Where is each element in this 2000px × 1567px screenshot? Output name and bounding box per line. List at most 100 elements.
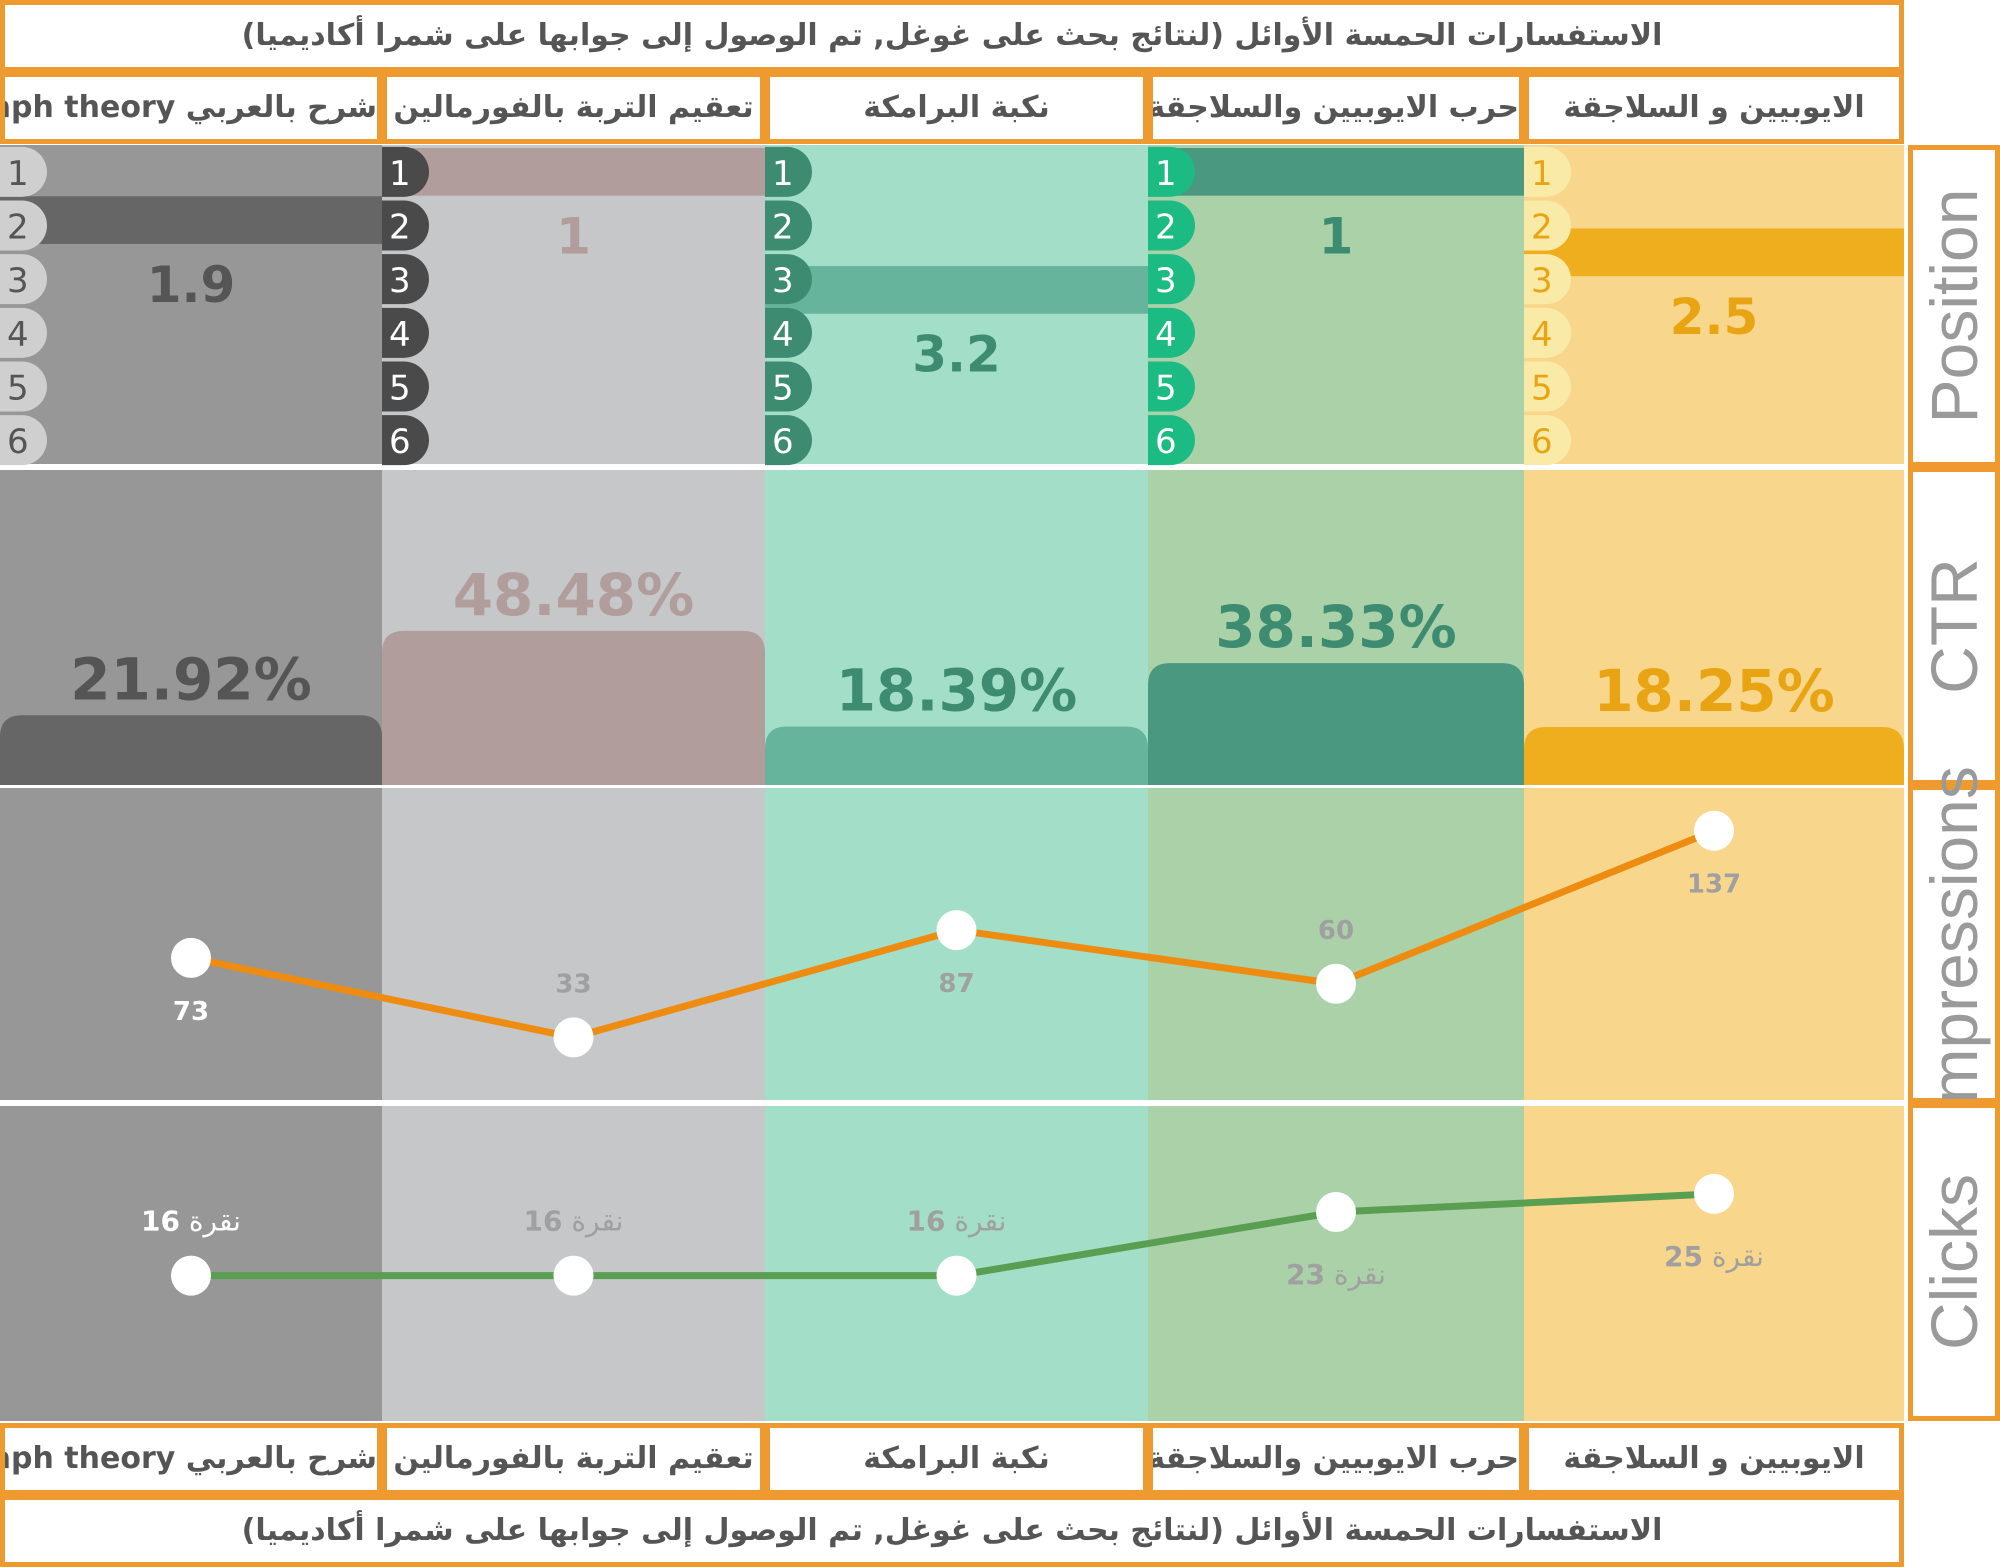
rank-tick-label: 3	[1531, 261, 1553, 301]
side-label-ctr: CTR	[1917, 558, 1991, 694]
side-label-impressions: Impressions	[1917, 766, 1991, 1122]
side-label-clicks-box: Clicks	[1908, 1103, 2000, 1421]
rank-tick-label: 4	[1155, 315, 1177, 355]
clicks-value-label: نقرة 16	[524, 1205, 624, 1238]
category-label: حرب الايوبيين والسلاجقة	[1148, 72, 1524, 144]
rank-pill	[765, 200, 812, 251]
category-label: الايوبيين و السلاجقة	[1524, 1423, 1904, 1495]
ctr-bar	[1148, 663, 1524, 785]
rank-tick-label: 3	[389, 261, 411, 301]
rank-tick-label: 6	[389, 422, 411, 462]
side-label-position: Position	[1917, 188, 1991, 424]
rank-pill	[1524, 361, 1571, 412]
clicks-value-label: نقرة 16	[141, 1205, 241, 1238]
rank-pill	[382, 307, 429, 358]
ctr-value-label: 18.25%	[1593, 657, 1835, 725]
category-label: نكبة البرامكة	[765, 1423, 1148, 1495]
rank-tick-label: 2	[1155, 208, 1177, 248]
rank-pill	[382, 146, 429, 197]
rank-pill	[0, 361, 47, 412]
category-label: شرح بالعربي graph theory	[0, 1423, 382, 1495]
rank-tick-label: 1	[1531, 154, 1553, 194]
rank-tick-label: 1	[389, 154, 411, 194]
clicks-point	[553, 1255, 594, 1296]
position-value-label: 2.5	[1670, 288, 1759, 346]
rank-tick-label: 2	[7, 208, 29, 248]
rank-pill	[382, 415, 429, 466]
clicks-value: 16	[907, 1205, 946, 1238]
impressions-value-label: 60	[1318, 916, 1354, 946]
category-label: شرح بالعربي graph theory	[0, 72, 382, 144]
rank-tick-label: 1	[1155, 154, 1177, 194]
category-label: نكبة البرامكة	[765, 72, 1148, 144]
rank-pill	[0, 307, 47, 358]
category-label: الايوبيين و السلاجقة	[1524, 72, 1904, 144]
chart-title-top: الاستفسارات الحمسة الأوائل (لنتائج بحث ع…	[0, 0, 1904, 72]
clicks-value: 25	[1664, 1240, 1703, 1273]
clicks-value: 16	[524, 1205, 563, 1238]
rank-tick-label: 5	[1531, 369, 1553, 409]
rank-pill	[1524, 200, 1571, 251]
rank-tick-label: 6	[7, 422, 29, 462]
clicks-unit-label: نقرة	[1703, 1240, 1764, 1273]
rank-tick-label: 3	[7, 261, 29, 301]
ctr-value-label: 48.48%	[453, 561, 695, 629]
position-bar	[0, 196, 382, 244]
rank-tick-label: 3	[772, 261, 794, 301]
clicks-unit-label: نقرة	[562, 1205, 623, 1238]
row-divider	[0, 1100, 1904, 1106]
side-label-clicks: Clicks	[1917, 1174, 1991, 1350]
rank-tick-label: 1	[7, 154, 29, 194]
clicks-value-label: نقرة 16	[907, 1205, 1007, 1238]
clicks-unit-label: نقرة	[180, 1205, 241, 1238]
clicks-value-label: نقرة 25	[1664, 1240, 1764, 1273]
position-value-label: 1	[1319, 208, 1354, 266]
category-label: حرب الايوبيين والسلاجقة	[1148, 1423, 1524, 1495]
clicks-unit-label: نقرة	[945, 1205, 1006, 1238]
rank-tick-label: 5	[7, 369, 29, 409]
rank-pill	[1148, 146, 1195, 197]
rank-pill	[1524, 307, 1571, 358]
rank-pill	[765, 415, 812, 466]
impressions-point	[1694, 810, 1734, 851]
position-value-label: 3.2	[912, 326, 1001, 384]
rank-pill	[1524, 254, 1571, 305]
clicks-point	[171, 1255, 211, 1296]
rank-pill	[0, 415, 47, 466]
rank-pill	[382, 361, 429, 412]
rank-tick-label: 5	[389, 369, 411, 409]
clicks-unit-label: نقرة	[1325, 1258, 1386, 1291]
rank-pill	[0, 254, 47, 305]
rank-tick-label: 2	[1531, 208, 1553, 248]
rank-tick-label: 4	[389, 315, 411, 355]
ctr-value-label: 38.33%	[1215, 593, 1457, 661]
impressions-point	[553, 1017, 594, 1058]
ctr-value-label: 18.39%	[836, 657, 1078, 725]
position-value-label: 1.9	[147, 256, 236, 314]
rank-pill	[0, 200, 47, 251]
side-label-position-box: Position	[1908, 145, 2000, 467]
position-bar	[765, 266, 1148, 314]
rank-pill	[1524, 146, 1571, 197]
rank-pill	[1148, 254, 1195, 305]
impressions-point	[1316, 963, 1356, 1004]
rank-pill	[382, 200, 429, 251]
impressions-value-label: 87	[938, 969, 974, 999]
side-label-ctr-box: CTR	[1908, 467, 2000, 785]
rank-tick-label: 1	[772, 154, 794, 194]
impressions-value-label: 73	[173, 997, 209, 1027]
ctr-value-label: 21.92%	[70, 645, 312, 713]
impressions-point	[171, 937, 211, 978]
rank-tick-label: 5	[1155, 369, 1177, 409]
rank-tick-label: 4	[1531, 315, 1553, 355]
clicks-value: 23	[1286, 1258, 1325, 1291]
impressions-point	[936, 910, 977, 951]
rank-tick-label: 6	[772, 422, 794, 462]
clicks-value-label: نقرة 23	[1286, 1258, 1386, 1291]
row-divider	[0, 464, 1904, 470]
rank-tick-label: 4	[7, 315, 29, 355]
rank-pill	[765, 254, 812, 305]
rank-pill	[765, 146, 812, 197]
rank-tick-label: 6	[1531, 422, 1553, 462]
